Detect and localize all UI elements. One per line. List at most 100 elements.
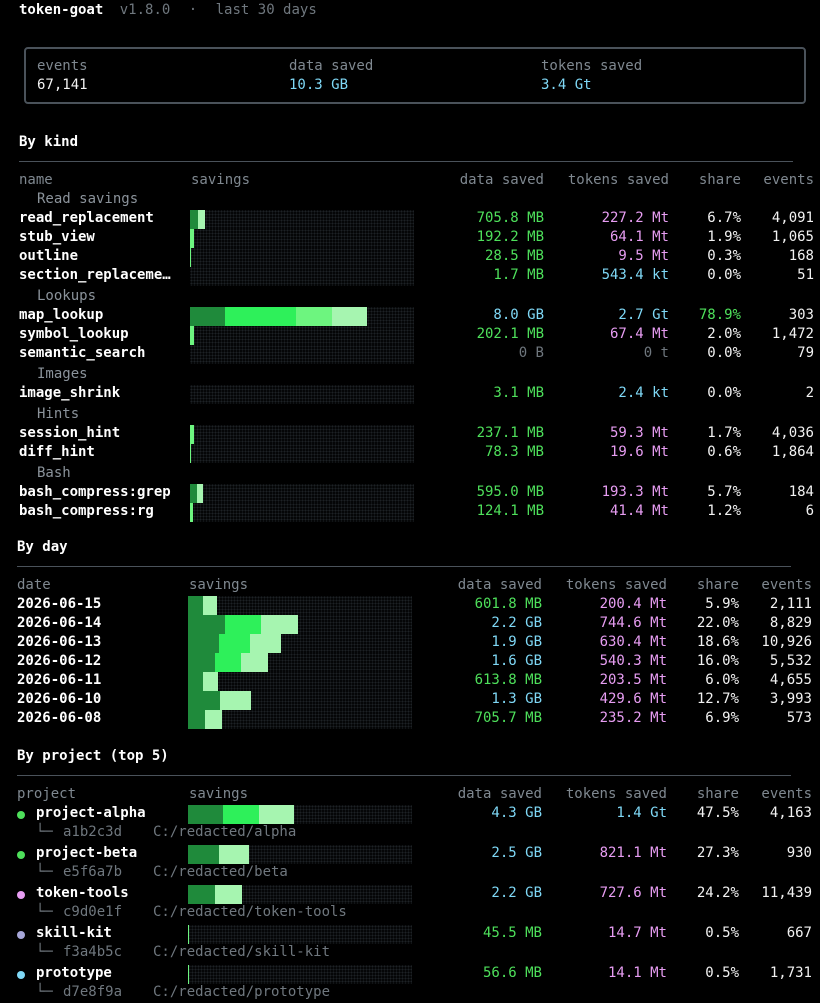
kind-row-data-saved: 237.1 MB xyxy=(476,425,544,441)
kind-row-name[interactable]: bash_compress:rg xyxy=(19,503,154,519)
project-row-share: 0.5% xyxy=(705,925,739,941)
project-row-name[interactable]: project-beta xyxy=(36,845,138,861)
summary-tokens-label: tokens saved xyxy=(541,58,643,74)
project-row-data-saved: 56.6 MB xyxy=(482,965,542,981)
bar-segment xyxy=(188,691,220,710)
day-row-share: 18.6% xyxy=(696,634,739,650)
kind-row-name[interactable]: semantic_search xyxy=(19,345,146,361)
project-savings-track xyxy=(188,965,412,984)
kind-savings-track xyxy=(190,444,414,463)
day-row-data-saved: 1.3 GB xyxy=(491,691,542,707)
project-status-dot-icon xyxy=(17,931,25,939)
kind-row-data-saved: 705.8 MB xyxy=(476,210,544,226)
day-row-data-saved: 1.6 GB xyxy=(491,653,542,669)
kind-group-label: Lookups xyxy=(37,288,97,304)
bar-segment xyxy=(190,229,194,248)
day-col-events: events xyxy=(761,577,812,593)
kind-row-name[interactable]: symbol_lookup xyxy=(19,326,129,342)
project-col-project: project xyxy=(17,786,77,802)
project-row-tokens-saved: 1.4 Gt xyxy=(616,805,667,821)
bar-segment xyxy=(188,672,203,691)
kind-row-name[interactable]: bash_compress:grep xyxy=(19,484,171,500)
project-row-data-saved: 45.5 MB xyxy=(482,925,542,941)
bar-segment xyxy=(190,248,191,267)
project-path: C:/redacted/prototype xyxy=(153,984,331,1000)
day-row-events: 5,532 xyxy=(769,653,812,669)
kind-row-events: 1,864 xyxy=(771,444,814,460)
project-row-events: 11,439 xyxy=(761,885,812,901)
summary-events-value: 67,141 xyxy=(37,77,88,93)
project-row-data-saved: 2.2 GB xyxy=(491,885,542,901)
kind-savings-track xyxy=(190,484,414,503)
kind-row-name[interactable]: diff_hint xyxy=(19,444,95,460)
kind-row-share: 5.7% xyxy=(707,484,741,500)
project-detail-bg xyxy=(0,984,462,1003)
savings-bar-fill xyxy=(188,634,281,653)
project-row-name[interactable]: project-alpha xyxy=(36,805,146,821)
savings-bar-fill xyxy=(190,425,194,444)
kind-row-tokens-saved: 9.5 Mt xyxy=(618,248,669,264)
kind-row-name[interactable]: stub_view xyxy=(19,229,95,245)
project-detail-bg xyxy=(0,824,462,843)
project-detail-bg xyxy=(0,904,462,923)
tree-branch-icon: └─ xyxy=(36,984,53,1000)
day-row-date: 2026-06-11 xyxy=(17,672,102,688)
kind-row-tokens-saved: 543.4 kt xyxy=(601,267,669,283)
period-label: last 30 days xyxy=(215,2,317,18)
kind-row-name[interactable]: image_shrink xyxy=(19,385,121,401)
day-row-date: 2026-06-12 xyxy=(17,653,102,669)
project-row-name[interactable]: prototype xyxy=(36,965,112,981)
savings-bar-fill xyxy=(188,885,242,904)
project-row-name[interactable]: skill-kit xyxy=(36,925,112,941)
kind-row-data-saved: 202.1 MB xyxy=(476,326,544,342)
project-row-name[interactable]: token-tools xyxy=(36,885,129,901)
savings-bar-fill xyxy=(188,965,189,984)
project-hash: d7e8f9a xyxy=(63,984,123,1000)
kind-row-data-saved: 28.5 MB xyxy=(484,248,544,264)
day-row-date: 2026-06-08 xyxy=(17,710,102,726)
kind-savings-track xyxy=(190,425,414,444)
project-row-share: 24.2% xyxy=(696,885,739,901)
kind-row-name[interactable]: outline xyxy=(19,248,79,264)
kind-row-share: 2.0% xyxy=(707,326,741,342)
kind-group-label: Images xyxy=(37,366,88,382)
bar-segment xyxy=(190,425,194,444)
tree-branch-icon: └─ xyxy=(36,824,53,840)
savings-bar-fill xyxy=(190,444,191,463)
kind-row-tokens-saved: 19.6 Mt xyxy=(609,444,669,460)
kind-col-savings: savings xyxy=(191,172,251,188)
kind-row-name[interactable]: section_replaceme… xyxy=(19,267,171,283)
kind-row-data-saved: 595.0 MB xyxy=(476,484,544,500)
day-savings-track xyxy=(188,653,412,672)
summary-data-value: 10.3 GB xyxy=(289,77,349,93)
kind-row-data-saved: 1.7 MB xyxy=(493,267,544,283)
section-title-kind: By kind xyxy=(19,134,79,150)
project-row-tokens-saved: 821.1 Mt xyxy=(599,845,667,861)
project-savings-track xyxy=(188,845,412,864)
kind-row-share: 0.6% xyxy=(707,444,741,460)
project-row-tokens-saved: 14.1 Mt xyxy=(607,965,667,981)
day-row-data-saved: 705.7 MB xyxy=(474,710,542,726)
kind-row-events: 2 xyxy=(805,385,814,401)
project-col-events: events xyxy=(761,786,812,802)
summary-box xyxy=(24,47,806,104)
kind-savings-track xyxy=(190,326,414,345)
project-status-dot-icon xyxy=(17,811,25,819)
bar-segment xyxy=(219,634,250,653)
bar-segment xyxy=(196,484,203,503)
kind-group-label: Read savings xyxy=(37,191,139,207)
kind-row-name[interactable]: map_lookup xyxy=(19,307,104,323)
bar-segment xyxy=(188,805,224,824)
kind-row-data-saved: 78.3 MB xyxy=(484,444,544,460)
bar-segment xyxy=(188,710,205,729)
kind-row-tokens-saved: 41.4 Mt xyxy=(609,503,669,519)
summary-tokens-value: 3.4 Gt xyxy=(541,77,592,93)
kind-row-data-saved: 192.2 MB xyxy=(476,229,544,245)
project-col-savings: savings xyxy=(189,786,249,802)
project-path: C:/redacted/alpha xyxy=(153,824,297,840)
kind-row-events: 1,065 xyxy=(771,229,814,245)
kind-row-name[interactable]: session_hint xyxy=(19,425,121,441)
bar-segment xyxy=(241,653,268,672)
kind-row-name[interactable]: read_replacement xyxy=(19,210,154,226)
bar-segment xyxy=(258,805,294,824)
